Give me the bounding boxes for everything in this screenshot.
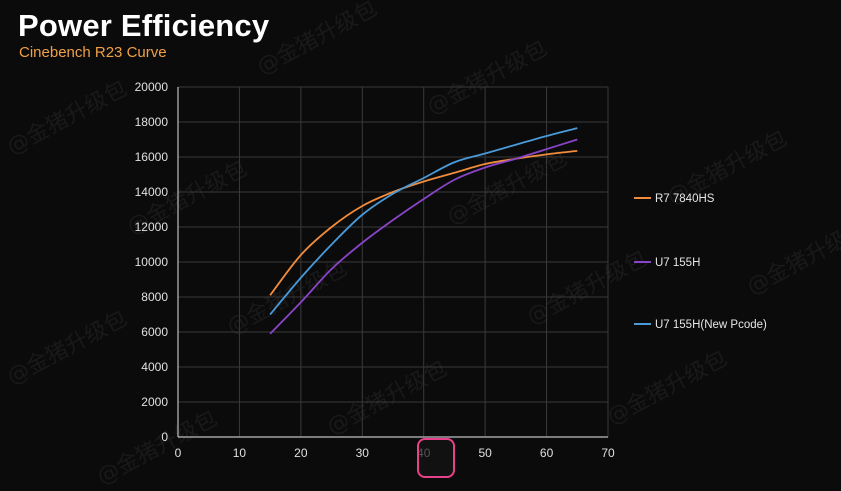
x-tick-label: 50 bbox=[478, 446, 492, 460]
series-line-u7-155h-new-pcode- bbox=[269, 127, 578, 316]
x-tick-label: 20 bbox=[294, 446, 308, 460]
y-tick-label: 2000 bbox=[141, 395, 168, 409]
chart-title: Power Efficiency bbox=[18, 8, 270, 43]
legend-label: R7 7840HS bbox=[655, 193, 715, 205]
line-chart: 0 2000 4000 6000 8000 10000 12000 14000 16000 180… bbox=[135, 80, 767, 460]
chart-series bbox=[269, 127, 578, 335]
legend-label: U7 155H bbox=[655, 257, 700, 269]
y-tick-label: 0 bbox=[161, 430, 168, 444]
x-tick-label: 30 bbox=[356, 446, 370, 460]
y-tick-label: 18000 bbox=[135, 115, 169, 129]
chart-axes: 0 2000 4000 6000 8000 10000 12000 14000 16000 180… bbox=[135, 80, 615, 460]
x-tick-label: 60 bbox=[540, 446, 554, 460]
playback-thumbnail-button[interactable] bbox=[417, 438, 455, 478]
y-tick-label: 12000 bbox=[135, 220, 169, 234]
y-tick-label: 10000 bbox=[135, 255, 169, 269]
series-line-r7-7840hs bbox=[269, 149, 578, 296]
x-tick-label: 0 bbox=[175, 446, 182, 460]
legend-label: U7 155H(New Pcode) bbox=[655, 319, 767, 331]
x-tick-label: 10 bbox=[233, 446, 247, 460]
chart-grid bbox=[178, 86, 609, 437]
series-line-u7-155h bbox=[269, 138, 578, 335]
chart-subtitle: Cinebench R23 Curve bbox=[19, 44, 167, 61]
y-tick-label: 16000 bbox=[135, 150, 169, 164]
y-tick-label: 14000 bbox=[135, 185, 169, 199]
chart-legend: R7 7840HS U7 155H U7 155H(New Pcode) bbox=[634, 193, 767, 331]
y-tick-label: 4000 bbox=[141, 360, 168, 374]
y-tick-label: 6000 bbox=[141, 325, 168, 339]
y-tick-label: 20000 bbox=[135, 80, 169, 94]
y-tick-label: 8000 bbox=[141, 290, 168, 304]
x-tick-label: 70 bbox=[601, 446, 615, 460]
